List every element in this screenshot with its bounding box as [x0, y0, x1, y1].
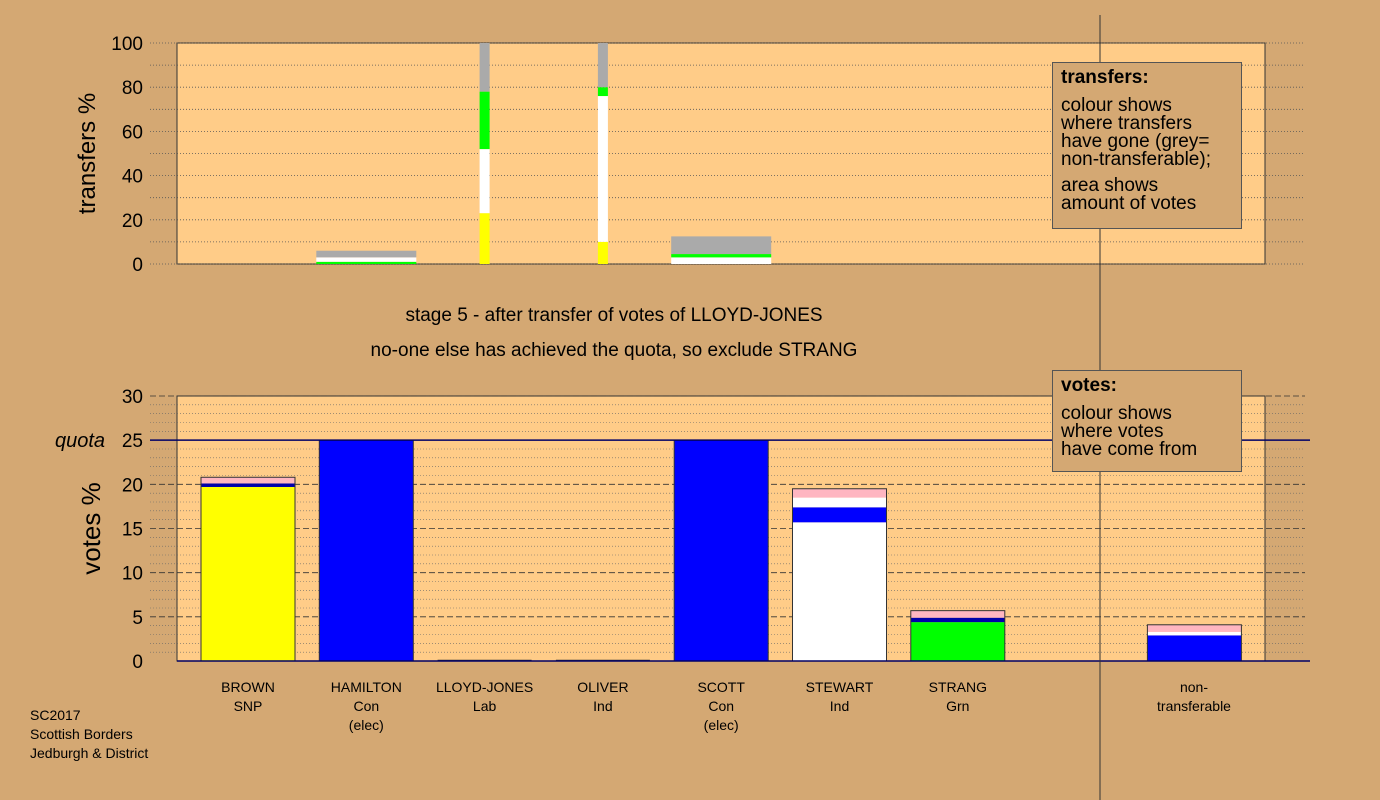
transfer-segment: [597, 96, 608, 242]
candidate-label-line: OLIVER: [577, 679, 629, 695]
footer-line: Scottish Borders: [30, 726, 133, 742]
vote-segment: [792, 497, 887, 508]
candidate-label-line: (elec): [348, 717, 384, 733]
transfer-segment: [479, 213, 490, 264]
y-axis-label: votes %: [76, 482, 106, 575]
vote-segment: [1147, 635, 1242, 661]
transfer-segment: [479, 149, 490, 214]
y-tick-label: 5: [132, 608, 143, 629]
vote-segment: [910, 610, 1005, 618]
footer: SC2017 Scottish Borders Jedburgh & Distr…: [30, 706, 148, 763]
transfers-legend: transfers: colour shows where transfers …: [1052, 62, 1242, 229]
votes-legend: votes: colour shows where votes have com…: [1052, 370, 1242, 472]
candidate-label: HAMILTON Con (elec): [306, 678, 426, 735]
y-tick-label: 20: [122, 211, 143, 232]
transfer-segment: [671, 236, 772, 255]
transfer-segment: [671, 254, 772, 258]
y-tick-label: 0: [132, 652, 143, 673]
stage-subtitle: no-one else has achieved the quota, so e…: [370, 340, 858, 361]
candidate-label-line: Ind: [829, 698, 850, 714]
y-axis-label: transfers %: [74, 93, 101, 214]
quota-label: quota: [55, 430, 105, 452]
transfers-legend-line: area shows: [1061, 175, 1159, 196]
votes-legend-line: where votes: [1061, 421, 1164, 442]
vote-segment: [792, 522, 887, 661]
footer-line: Jedburgh & District: [30, 745, 149, 761]
candidate-label-line: STEWART: [805, 679, 874, 695]
stage-title: stage 5 - after transfer of votes of LLO…: [405, 305, 823, 326]
y-tick-label: 10: [122, 564, 143, 585]
transfers-legend-line: where transfers: [1061, 113, 1192, 134]
transfer-segment: [316, 250, 417, 258]
y-tick-label: 15: [122, 520, 143, 541]
footer-line: SC2017: [30, 707, 81, 723]
transfers-legend-title: transfers:: [1061, 67, 1149, 88]
candidate-label-line: Con: [708, 698, 735, 714]
transfer-segment: [597, 87, 608, 97]
vote-segment: [201, 483, 295, 487]
votes-chart: 0 5 10 15 20 25 30 votes % quota: [55, 387, 1310, 673]
transfer-segment: [316, 261, 417, 264]
candidate-label: OLIVER Ind: [543, 678, 663, 716]
nontransferable-label-line: non-: [1179, 679, 1209, 695]
vote-segment: [910, 622, 1005, 661]
candidate-label-line: Ind: [593, 698, 613, 714]
votes-legend-title: votes:: [1061, 375, 1117, 396]
vote-segment: [792, 507, 887, 523]
vote-segment: [792, 488, 887, 498]
y-tick-label: 60: [122, 122, 143, 143]
transfer-segment: [597, 43, 608, 88]
y-tick-label: 20: [122, 475, 143, 496]
votes-legend-line: have come from: [1061, 439, 1198, 460]
vote-segment: [201, 486, 295, 661]
nontransferable-label: non- transferable: [1134, 678, 1254, 716]
vote-segment: [1147, 631, 1242, 636]
candidate-label-line: (elec): [703, 717, 739, 733]
candidate-label: STEWART Ind: [780, 678, 900, 716]
y-tick-label: 80: [122, 78, 143, 99]
candidate-label: STRANG Grn: [898, 678, 1018, 716]
candidate-label: BROWN SNP: [188, 678, 308, 716]
transfer-segment: [479, 43, 490, 92]
candidate-label-line: Lab: [472, 698, 497, 714]
nontransferable-label-line: transferable: [1157, 698, 1231, 714]
vote-segment: [910, 617, 1005, 623]
vote-segment: [674, 440, 769, 661]
candidate-label-line: HAMILTON: [330, 679, 402, 695]
candidate-label-line: SCOTT: [697, 679, 745, 695]
transfer-segment: [316, 257, 417, 262]
candidate-label: LLOYD-JONES Lab: [425, 678, 545, 716]
transfers-legend-line: colour shows: [1061, 95, 1172, 116]
candidate-label-line: Con: [353, 698, 380, 714]
vote-segment: [1147, 624, 1242, 632]
candidate-label-line: SNP: [233, 698, 263, 714]
transfer-segment: [671, 257, 772, 264]
transfers-legend-line: non-transferable);: [1061, 149, 1211, 170]
y-tick-label: 100: [111, 34, 143, 55]
transfers-legend-line: have gone (grey=: [1061, 131, 1210, 152]
candidate-label-line: BROWN: [221, 679, 275, 695]
candidate-label-line: Grn: [946, 698, 970, 714]
transfer-segment: [479, 91, 490, 150]
y-tick-label: 40: [122, 167, 143, 188]
vote-segment: [319, 440, 414, 661]
candidate-label-line: STRANG: [928, 679, 987, 695]
y-tick-label: 25: [122, 431, 143, 452]
candidate-label: SCOTT Con (elec): [661, 678, 781, 735]
votes-legend-line: colour shows: [1061, 403, 1172, 424]
transfer-segment: [597, 241, 608, 264]
candidate-label-line: LLOYD-JONES: [435, 679, 534, 695]
vote-segment: [201, 477, 295, 484]
y-tick-label: 30: [122, 387, 143, 408]
transfers-legend-line: amount of votes: [1061, 193, 1197, 214]
y-tick-label: 0: [132, 255, 143, 276]
